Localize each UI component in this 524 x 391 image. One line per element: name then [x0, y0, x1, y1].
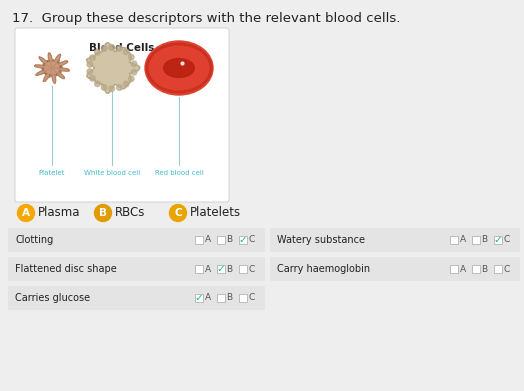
Text: Platelets: Platelets — [190, 206, 241, 219]
Circle shape — [128, 76, 134, 82]
FancyBboxPatch shape — [270, 257, 520, 281]
Text: C: C — [504, 235, 510, 244]
Ellipse shape — [163, 59, 194, 77]
FancyBboxPatch shape — [15, 28, 229, 202]
FancyBboxPatch shape — [217, 236, 225, 244]
Text: C: C — [248, 264, 255, 273]
FancyBboxPatch shape — [195, 265, 203, 273]
Text: C: C — [174, 208, 182, 218]
Circle shape — [101, 46, 107, 52]
Text: RBCs: RBCs — [115, 206, 145, 219]
Text: Clotting: Clotting — [15, 235, 53, 245]
Text: B: B — [226, 264, 233, 273]
Text: C: C — [504, 264, 510, 273]
Circle shape — [169, 204, 187, 221]
Circle shape — [109, 86, 115, 91]
Circle shape — [123, 81, 129, 87]
FancyBboxPatch shape — [8, 257, 265, 281]
Text: A: A — [204, 235, 211, 244]
Text: C: C — [248, 294, 255, 303]
Circle shape — [123, 49, 129, 55]
Text: A: A — [460, 264, 466, 273]
Text: C: C — [248, 235, 255, 244]
Text: B: B — [226, 235, 233, 244]
Text: Watery substance: Watery substance — [277, 235, 365, 245]
Text: A: A — [22, 208, 30, 218]
Text: 17.  Group these descriptors with the relevant blood cells.: 17. Group these descriptors with the rel… — [12, 12, 400, 25]
Text: Blood Cells: Blood Cells — [89, 43, 155, 53]
FancyBboxPatch shape — [195, 294, 203, 302]
FancyBboxPatch shape — [472, 236, 480, 244]
Circle shape — [95, 81, 100, 86]
Text: A: A — [204, 264, 211, 273]
Text: B: B — [482, 264, 488, 273]
FancyBboxPatch shape — [239, 236, 247, 244]
FancyBboxPatch shape — [239, 294, 247, 302]
FancyBboxPatch shape — [217, 265, 225, 273]
FancyBboxPatch shape — [8, 286, 265, 310]
Text: ✓: ✓ — [238, 235, 247, 245]
FancyBboxPatch shape — [450, 265, 458, 273]
Text: Red blood cell: Red blood cell — [155, 170, 203, 176]
Polygon shape — [35, 53, 69, 83]
FancyBboxPatch shape — [270, 228, 520, 252]
FancyBboxPatch shape — [217, 294, 225, 302]
Circle shape — [90, 75, 95, 81]
Text: Plasma: Plasma — [38, 206, 81, 219]
Ellipse shape — [145, 41, 213, 95]
Text: ✓: ✓ — [194, 293, 203, 303]
FancyBboxPatch shape — [494, 265, 502, 273]
Circle shape — [116, 85, 122, 90]
Text: White blood cell: White blood cell — [84, 170, 140, 176]
Text: A: A — [460, 235, 466, 244]
FancyBboxPatch shape — [8, 228, 265, 252]
Circle shape — [101, 84, 107, 90]
Circle shape — [128, 54, 134, 60]
Circle shape — [109, 45, 115, 50]
Text: A: A — [204, 294, 211, 303]
Text: Flattened disc shape: Flattened disc shape — [15, 264, 117, 274]
Circle shape — [17, 204, 35, 221]
Circle shape — [90, 55, 95, 61]
Text: Platelet: Platelet — [39, 170, 65, 176]
Text: ✓: ✓ — [494, 235, 503, 245]
Polygon shape — [86, 43, 140, 93]
Text: B: B — [482, 235, 488, 244]
FancyBboxPatch shape — [195, 236, 203, 244]
Text: ✓: ✓ — [216, 264, 225, 274]
Circle shape — [87, 69, 93, 74]
Circle shape — [131, 61, 137, 67]
Circle shape — [95, 49, 100, 55]
Text: B: B — [99, 208, 107, 218]
FancyBboxPatch shape — [450, 236, 458, 244]
Text: B: B — [226, 294, 233, 303]
Circle shape — [116, 46, 122, 51]
FancyBboxPatch shape — [239, 265, 247, 273]
Circle shape — [87, 62, 93, 67]
FancyBboxPatch shape — [494, 236, 502, 244]
FancyBboxPatch shape — [472, 265, 480, 273]
Text: Carries glucose: Carries glucose — [15, 293, 90, 303]
Text: Carry haemoglobin: Carry haemoglobin — [277, 264, 370, 274]
Circle shape — [131, 69, 137, 75]
Circle shape — [94, 204, 112, 221]
